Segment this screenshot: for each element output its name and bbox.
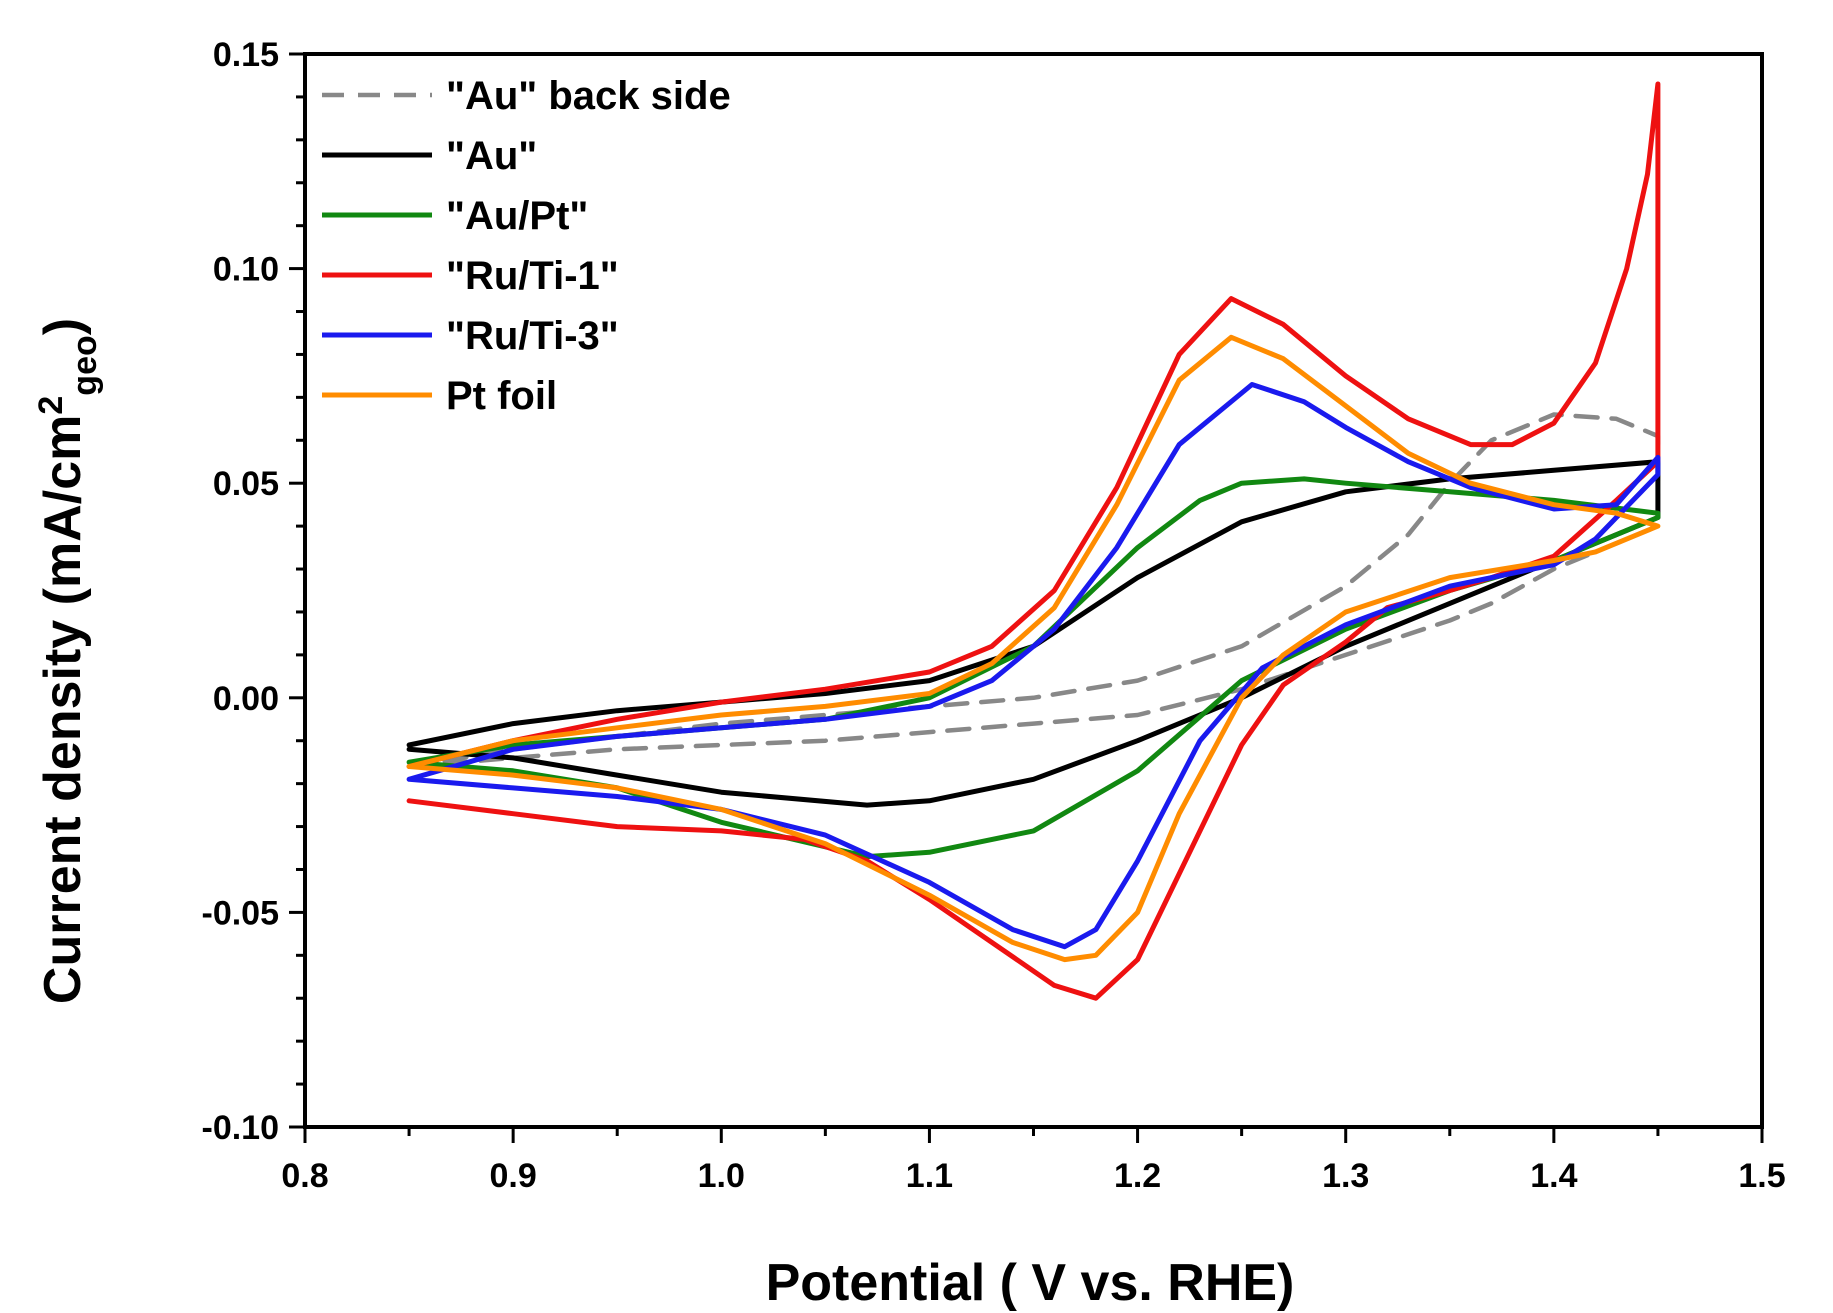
series-line-3 (406, 81, 1661, 1001)
plot-lines (406, 81, 1661, 1001)
x-tick-label: 0.8 (281, 1157, 328, 1195)
legend-label: "Au" back side (446, 74, 731, 118)
legend-label: Pt foil (446, 374, 557, 418)
x-tick-label: 1.2 (1114, 1157, 1161, 1195)
legend-label: "Ru/Ti-3" (446, 314, 619, 358)
axes: 0.8 0.9 1.0 1.1 1.2 1.3 1.4 1.5 -0.10 -0.05 0.00 0.… (202, 36, 1786, 1195)
y-tick-label: 0.00 (213, 680, 279, 718)
legend: "Au" back side "Au" "Au/Pt" "Ru/Ti-1" "Ru/Ti… (322, 74, 731, 418)
y-axis-title-close: ) (34, 318, 92, 335)
y-tick-label: -0.05 (202, 894, 280, 932)
series-line-4 (406, 382, 1661, 950)
y-axis-title-main: Current density (mA/cm (34, 415, 92, 1004)
x-tick-label: 1.3 (1322, 1157, 1369, 1195)
series-line-2 (406, 476, 1661, 860)
series-line-1 (406, 459, 1661, 808)
x-tick-label: 1.4 (1530, 1157, 1577, 1195)
x-tick-label: 1.0 (698, 1157, 745, 1195)
y-axis-title-sub: geo (66, 335, 104, 395)
y-axis-title: Current density (mA/cm2geo) (32, 318, 104, 1004)
x-tick-label: 1.1 (906, 1157, 953, 1195)
y-tick-label: 0.05 (213, 465, 279, 503)
y-tick-label: 0.15 (213, 36, 279, 74)
series-line-5 (406, 334, 1661, 963)
x-axis-title: Potential ( V vs. RHE) (766, 1254, 1295, 1312)
legend-label: "Ru/Ti-1" (446, 254, 619, 298)
x-tick-label: 0.9 (490, 1157, 537, 1195)
legend-label: "Au" (446, 134, 537, 178)
y-tick-label: 0.10 (213, 251, 279, 289)
x-tick-label: 1.5 (1738, 1157, 1785, 1195)
y-axis-title-sup: 2 (32, 396, 70, 415)
y-tick-label: -0.10 (202, 1109, 280, 1147)
legend-label: "Au/Pt" (446, 194, 588, 238)
